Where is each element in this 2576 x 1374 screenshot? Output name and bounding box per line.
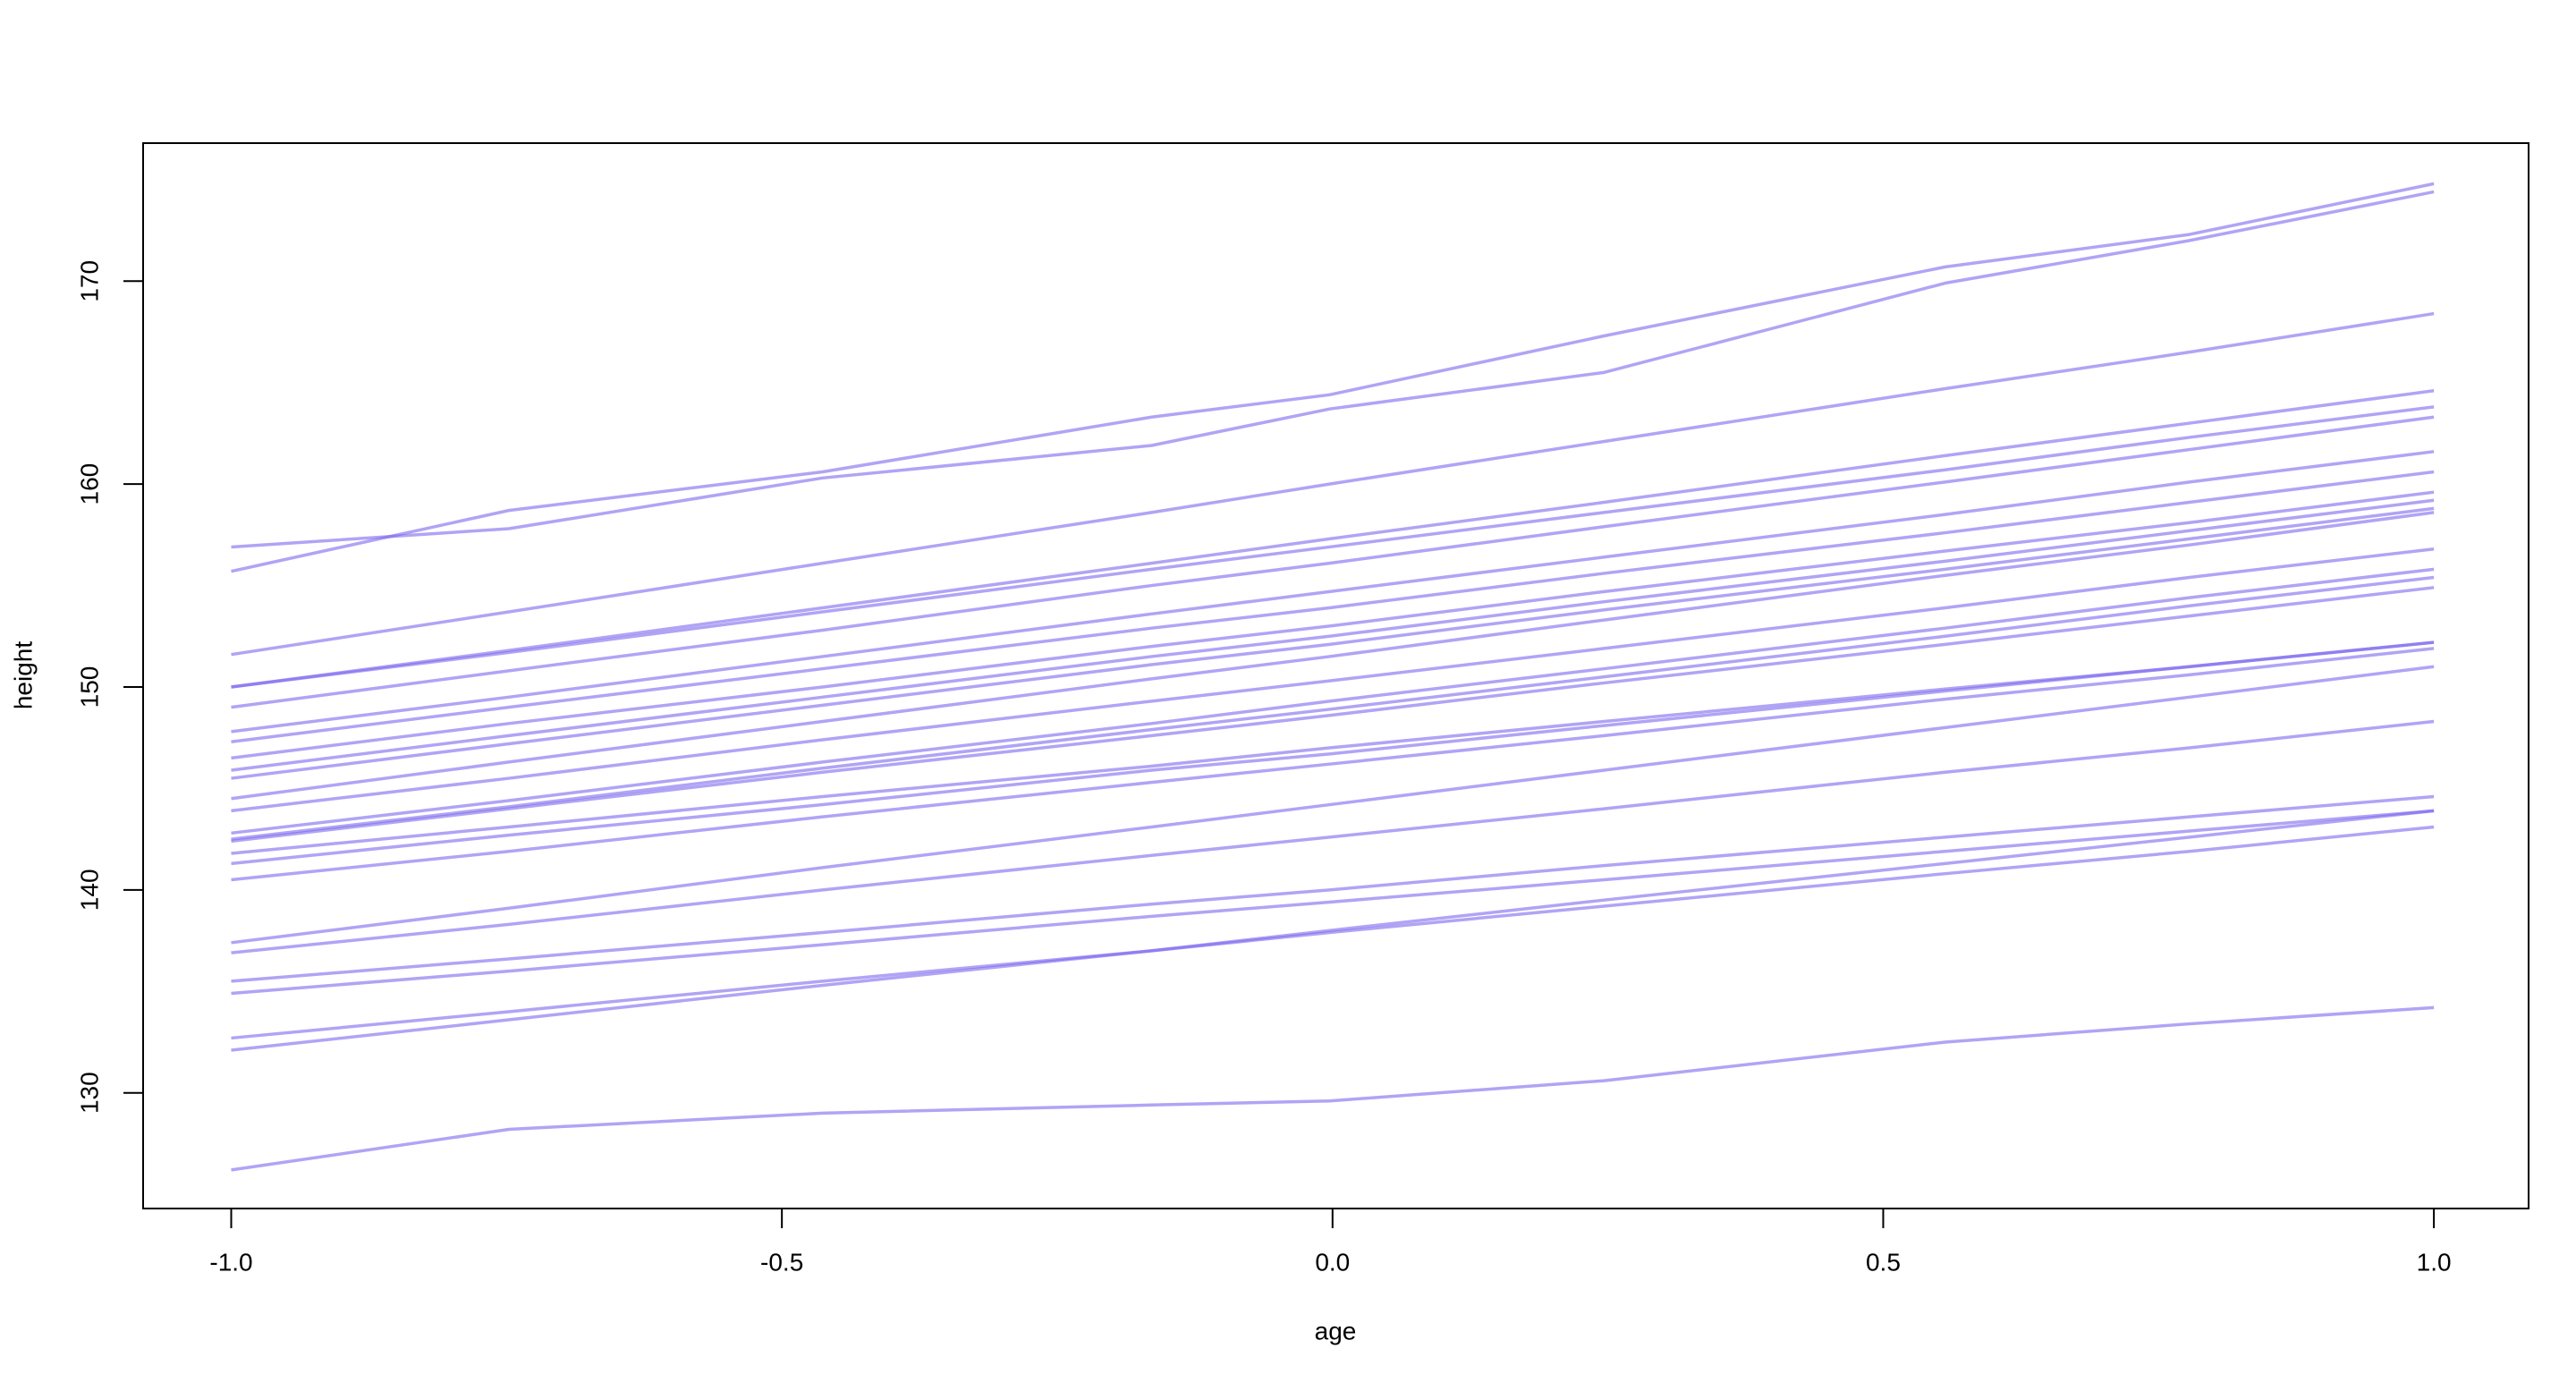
y-tick-label: 130 <box>75 1072 103 1114</box>
series-line <box>231 311 2435 657</box>
series-line <box>231 567 2435 835</box>
y-tick-label: 140 <box>75 869 103 911</box>
series-line <box>231 575 2435 841</box>
series-line <box>231 547 2435 813</box>
series-line <box>231 1005 2435 1172</box>
series-line <box>231 647 2435 882</box>
series-line <box>231 470 2435 743</box>
series-line <box>231 490 2435 760</box>
series-line <box>231 405 2435 689</box>
series-line <box>231 825 2435 1040</box>
y-tick-label: 150 <box>75 666 103 708</box>
x-tick-label: 0.5 <box>1866 1248 1901 1276</box>
series-line <box>231 809 2435 1052</box>
series-line <box>231 506 2435 780</box>
series-line <box>231 415 2435 709</box>
series-line <box>231 450 2435 734</box>
x-tick-label: 1.0 <box>2417 1248 2452 1276</box>
series-line <box>231 794 2435 983</box>
series-line <box>231 719 2435 954</box>
series-line <box>231 809 2435 996</box>
series-line <box>231 389 2435 689</box>
series-line <box>231 665 2435 945</box>
x-tick-label: 0.0 <box>1315 1248 1350 1276</box>
x-tick-label: -1.0 <box>209 1248 252 1276</box>
x-axis-label: age <box>1315 1317 1357 1344</box>
y-axis-label: height <box>9 641 37 710</box>
y-tick-label: 170 <box>75 260 103 302</box>
series-line <box>231 586 2435 844</box>
x-tick-label: -0.5 <box>760 1248 803 1276</box>
series-line <box>231 498 2435 772</box>
y-tick-label: 160 <box>75 463 103 505</box>
series-line <box>231 640 2435 866</box>
series-line <box>231 511 2435 801</box>
series-line <box>231 182 2435 573</box>
series-line <box>231 190 2435 549</box>
